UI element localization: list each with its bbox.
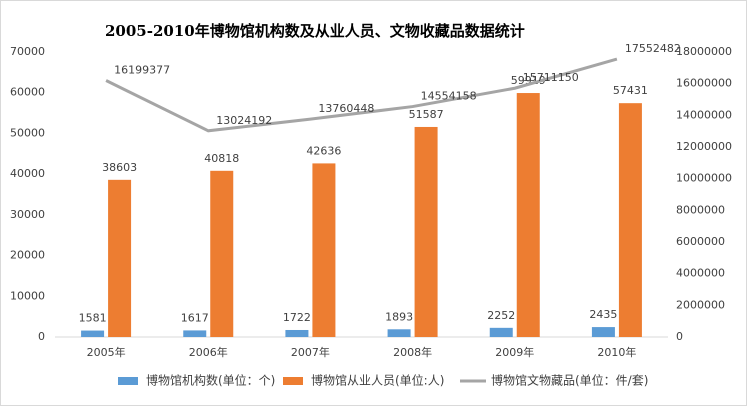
bar-value-label: 51587 <box>409 108 444 121</box>
line-value-label: 17552482 <box>625 42 681 55</box>
bar <box>285 329 309 337</box>
bar <box>387 329 411 337</box>
line-value-label: 16199377 <box>114 64 170 77</box>
bar <box>183 330 207 337</box>
x-tick-label: 2006年 <box>189 345 228 359</box>
y-tick-label: 0 <box>38 330 45 343</box>
bar-value-label: 1893 <box>385 310 413 323</box>
bar-value-label: 1617 <box>181 311 209 324</box>
bar-value-label: 2435 <box>589 308 617 321</box>
x-tick-label: 2005年 <box>87 345 126 359</box>
y2-tick-label: 4000000 <box>676 267 725 280</box>
y-tick-label: 40000 <box>10 167 45 180</box>
bar <box>591 327 615 337</box>
bar-value-label: 57431 <box>613 84 648 97</box>
y2-tick-label: 12000000 <box>676 140 732 153</box>
y2-tick-label: 0 <box>676 330 683 343</box>
x-tick-label: 2008年 <box>393 345 432 359</box>
bar <box>414 126 438 337</box>
line-value-label: 13760448 <box>318 102 374 115</box>
bar <box>312 163 336 337</box>
bar-value-label: 2252 <box>487 309 515 322</box>
line-value-label: 14554158 <box>421 90 477 103</box>
bar-value-label: 40818 <box>204 152 239 165</box>
bar <box>489 327 513 337</box>
legend-label: 博物馆机构数(单位：个) <box>146 373 275 388</box>
y-tick-label: 20000 <box>10 249 45 262</box>
y2-tick-label: 8000000 <box>676 203 725 216</box>
x-tick-label: 2010年 <box>597 345 636 359</box>
bar-value-label: 1581 <box>79 312 107 325</box>
y-tick-label: 70000 <box>10 45 45 58</box>
y2-tick-label: 2000000 <box>676 298 725 311</box>
bar <box>618 103 642 337</box>
line-value-label: 13024192 <box>216 114 272 127</box>
y-tick-label: 50000 <box>10 126 45 139</box>
y2-tick-label: 18000000 <box>676 45 732 58</box>
y-tick-label: 30000 <box>10 208 45 221</box>
bar <box>516 93 540 338</box>
y2-tick-label: 10000000 <box>676 172 732 185</box>
legend-swatch <box>118 377 138 385</box>
legend-label: 博物馆文物藏品(单位：件/套) <box>491 373 648 388</box>
bar <box>108 179 132 337</box>
bar <box>210 170 234 337</box>
y2-tick-label: 16000000 <box>676 77 732 90</box>
y-tick-label: 10000 <box>10 289 45 302</box>
legend-swatch <box>283 377 303 385</box>
line-value-label: 15711150 <box>523 71 579 84</box>
bar-value-label: 38603 <box>102 161 137 174</box>
line-series <box>105 57 618 133</box>
x-tick-label: 2009年 <box>495 345 534 359</box>
bar <box>81 330 105 337</box>
bar-value-label: 59919 <box>511 74 546 87</box>
x-tick-label: 2007年 <box>291 345 330 359</box>
y2-tick-label: 14000000 <box>676 108 732 121</box>
y-tick-label: 60000 <box>10 86 45 99</box>
bar-value-label: 42636 <box>306 144 341 157</box>
chart-title: 2005-2010年博物馆机构数及从业人员、文物收藏品数据统计 <box>105 22 525 40</box>
bar-value-label: 1722 <box>283 311 311 324</box>
y2-tick-label: 6000000 <box>676 235 725 248</box>
legend-label: 博物馆从业人员(单位:人) <box>311 373 444 388</box>
